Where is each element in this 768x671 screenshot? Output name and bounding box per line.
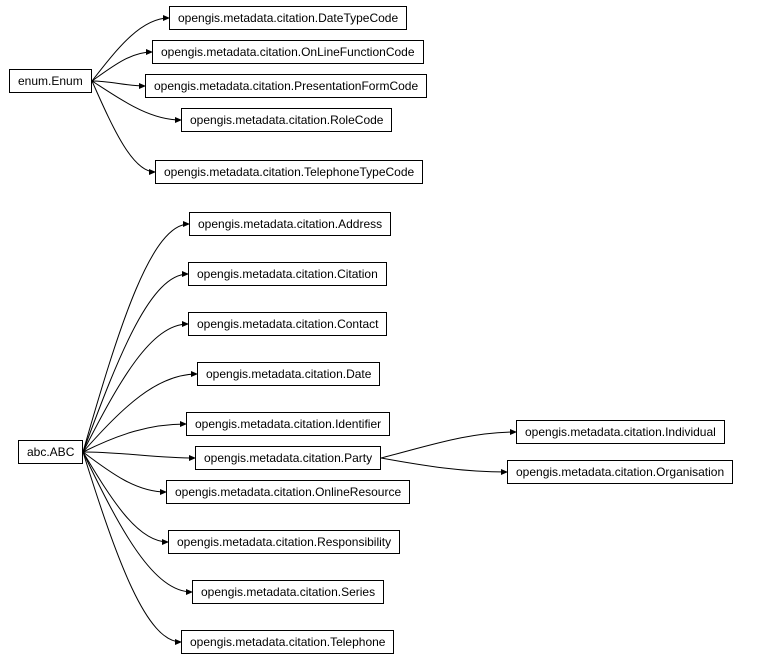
edge-enum-olfc — [92, 52, 152, 81]
edge-abc-resp — [83, 452, 168, 542]
node-dtc: opengis.metadata.citation.DateTypeCode — [169, 6, 407, 30]
node-ttc: opengis.metadata.citation.TelephoneTypeC… — [155, 160, 423, 184]
node-ident: opengis.metadata.citation.Identifier — [186, 412, 390, 436]
node-resp: opengis.metadata.citation.Responsibility — [168, 530, 400, 554]
node-abc: abc.ABC — [18, 440, 83, 464]
edge-abc-ident — [83, 424, 186, 452]
node-pfc: opengis.metadata.citation.PresentationFo… — [145, 74, 427, 98]
edge-abc-party — [83, 452, 195, 458]
edge-abc-con — [83, 324, 188, 452]
node-olfc: opengis.metadata.citation.OnLineFunction… — [152, 40, 424, 64]
edge-abc-olr — [83, 452, 166, 492]
node-tel: opengis.metadata.citation.Telephone — [181, 630, 394, 654]
edge-party-indiv — [381, 432, 516, 458]
edge-abc-addr — [83, 224, 189, 452]
edge-abc-series — [83, 452, 192, 592]
edge-party-org — [381, 458, 507, 472]
node-cit: opengis.metadata.citation.Citation — [188, 262, 387, 286]
node-enum: enum.Enum — [9, 69, 92, 93]
edge-abc-date — [83, 374, 197, 452]
node-olr: opengis.metadata.citation.OnlineResource — [166, 480, 410, 504]
node-indiv: opengis.metadata.citation.Individual — [516, 420, 725, 444]
node-series: opengis.metadata.citation.Series — [192, 580, 384, 604]
node-con: opengis.metadata.citation.Contact — [188, 312, 387, 336]
node-party: opengis.metadata.citation.Party — [195, 446, 381, 470]
node-org: opengis.metadata.citation.Organisation — [507, 460, 733, 484]
node-date: opengis.metadata.citation.Date — [197, 362, 380, 386]
edge-enum-pfc — [92, 81, 145, 86]
diagram-canvas: enum.Enum abc.ABC opengis.metadata.citatio… — [0, 0, 768, 671]
node-rc: opengis.metadata.citation.RoleCode — [181, 108, 392, 132]
node-addr: opengis.metadata.citation.Address — [189, 212, 391, 236]
edge-abc-cit — [83, 274, 188, 452]
